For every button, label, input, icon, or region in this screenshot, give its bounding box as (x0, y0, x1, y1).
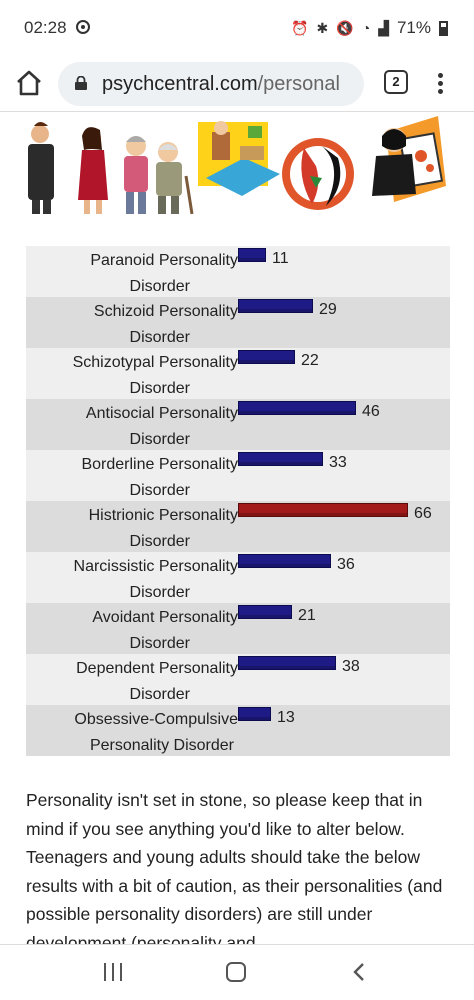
bar-value: 33 (329, 454, 347, 471)
bar-label-line: Disorder (129, 685, 190, 703)
bar-label-line: Personality Disorder (89, 736, 234, 754)
bar-label-line: Disorder (129, 277, 190, 295)
mute-icon: 🔇 (336, 19, 354, 36)
bar-label-line: Disorder (129, 634, 190, 652)
bar-label-line: Schizotypal Personality (72, 354, 238, 371)
status-icons: ⏰ ✱ 🔇 ◔ ▟ 71% (291, 18, 448, 38)
bar-label-line: Disorder (129, 328, 190, 346)
bar-label-line: Schizoid Personality (93, 303, 238, 320)
artist-illustration (372, 116, 446, 202)
chart-row: Antisocial Personality Disorder 46 (26, 399, 450, 450)
chart-row: Obsessive-Compulsive Personality Disorder… (26, 705, 450, 756)
bar (238, 350, 295, 364)
bar-value: 36 (337, 556, 355, 573)
url-host: psychcentral.com (102, 73, 258, 95)
bar (238, 248, 266, 262)
personality-illustration (26, 116, 450, 224)
chart-row: Histrionic Personality Disorder 66 (26, 501, 450, 552)
bar (238, 401, 356, 415)
bar-label-line: Disorder (129, 583, 190, 601)
bar (238, 554, 331, 568)
chart-row: Schizotypal Personality Disorder 22 (26, 348, 450, 399)
bar-label: Histrionic Personality Disorder (26, 503, 238, 554)
bar-label: Antisocial Personality Disorder (26, 401, 238, 452)
alarm-icon: ⏰ (291, 19, 309, 36)
intro-paragraph: Personality isn't set in stone, so pleas… (26, 790, 443, 953)
bar-label: Obsessive-Compulsive Personality Disorder (26, 707, 238, 758)
bar-label-line: Borderline Personality (81, 456, 238, 473)
chart-row: Paranoid Personality Disorder 11 (26, 246, 450, 297)
url-path: /personal (257, 73, 340, 95)
chart-row: Borderline Personality Disorder 33 (26, 450, 450, 501)
bar-label-line: Disorder (129, 481, 190, 499)
bar-label-line: Obsessive-Compulsive (74, 711, 238, 728)
bar-label: Dependent Personality Disorder (26, 656, 238, 707)
chart-row: Schizoid Personality Disorder 29 (26, 297, 450, 348)
bar-label: Avoidant Personality Disorder (26, 605, 238, 656)
office-scene-illustration (198, 121, 280, 196)
address-bar[interactable]: psychcentral.com/personal (58, 62, 364, 106)
signal-icon: ▟ (378, 19, 389, 36)
bar (238, 707, 271, 721)
bar-label: Paranoid Personality Disorder (26, 248, 238, 299)
home-nav-icon[interactable] (226, 962, 246, 982)
chart-row: Avoidant Personality Disorder 21 (26, 603, 450, 654)
status-time: 02:28 (24, 18, 67, 37)
bar-value: 21 (298, 607, 316, 624)
bar-label: Borderline Personality Disorder (26, 452, 238, 503)
bar-label-line: Dependent Personality (76, 660, 238, 677)
back-icon[interactable] (352, 962, 366, 982)
overflow-menu-icon[interactable] (432, 70, 448, 98)
url-text: psychcentral.com/personal (102, 73, 340, 96)
bar-label: Narcissistic Personality Disorder (26, 554, 238, 605)
bar (238, 656, 336, 670)
screen-record-icon (76, 20, 90, 34)
elderly-couple-illustration (124, 136, 194, 215)
recent-apps-icon[interactable] (104, 963, 122, 981)
bar-value: 46 (362, 403, 380, 420)
bar-label-line: Disorder (129, 430, 190, 448)
bar-label-line: Narcissistic Personality (73, 558, 238, 575)
bar-value: 29 (319, 301, 337, 318)
bar-label-line: Avoidant Personality (92, 609, 238, 626)
personality-disorder-chart: Paranoid Personality Disorder 11 Schizoid P… (26, 246, 450, 756)
bar-label-line: Disorder (129, 532, 190, 550)
lock-icon (75, 76, 87, 90)
wifi-icon: ◔ (361, 20, 371, 36)
system-nav-bar (0, 944, 474, 1000)
bar-label-line: Histrionic Personality (88, 507, 238, 524)
status-bar: 02:28 ⏰ ✱ 🔇 ◔ ▟ 71% (0, 0, 474, 56)
home-icon[interactable] (14, 68, 44, 98)
chart-row: Dependent Personality Disorder 38 (26, 654, 450, 705)
bar-value: 66 (414, 505, 432, 522)
bar-value: 22 (301, 352, 319, 369)
bluetooth-icon: ✱ (316, 19, 329, 36)
bar (238, 452, 323, 466)
bar (238, 299, 313, 313)
chart-row: Narcissistic Personality Disorder 36 (26, 552, 450, 603)
face-profile-illustration (282, 138, 354, 210)
battery-percent: 71% (396, 18, 431, 37)
bar-label-line: Disorder (129, 379, 190, 397)
arguing-couple-illustration (28, 122, 108, 214)
bar-label: Schizotypal Personality Disorder (26, 350, 238, 401)
bar-value: 13 (277, 709, 295, 726)
bar-label-line: Paranoid Personality (90, 252, 238, 269)
bar-label: Schizoid Personality Disorder (26, 299, 238, 350)
bar (238, 503, 408, 517)
tab-switcher-button[interactable]: 2 (384, 70, 408, 94)
bar-value: 38 (342, 658, 360, 675)
browser-toolbar: psychcentral.com/personal 2 (0, 56, 474, 112)
bar-label-line: Antisocial Personality (85, 405, 238, 422)
battery-icon (439, 20, 448, 36)
bar-value: 11 (272, 250, 289, 267)
bar (238, 605, 292, 619)
